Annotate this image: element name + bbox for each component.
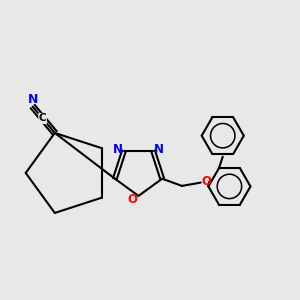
Text: O: O xyxy=(202,175,212,188)
Text: N: N xyxy=(28,93,38,106)
Text: N: N xyxy=(113,142,123,155)
Text: N: N xyxy=(154,142,164,155)
Text: O: O xyxy=(128,193,138,206)
Text: C: C xyxy=(39,113,46,123)
